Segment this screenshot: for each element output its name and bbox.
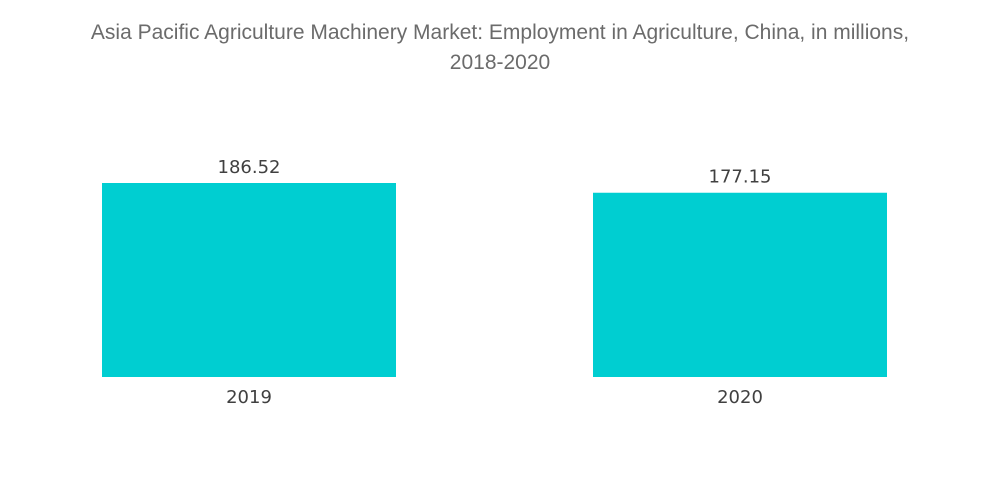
data-label-2020: 177.15: [709, 167, 772, 188]
chart-title-line-1: Asia Pacific Agriculture Machinery Marke…: [90, 21, 910, 44]
bar-2020: [593, 192, 887, 377]
chart-title-line-2: 2018-2020: [449, 51, 551, 74]
chart-title: Asia Pacific Agriculture Machinery Marke…: [0, 18, 1000, 78]
data-label-2019: 186.52: [218, 157, 281, 178]
x-tick-label-2019: 2019: [226, 387, 272, 408]
x-tick-label-2020: 2020: [717, 387, 763, 408]
bar-2019: [102, 183, 396, 377]
